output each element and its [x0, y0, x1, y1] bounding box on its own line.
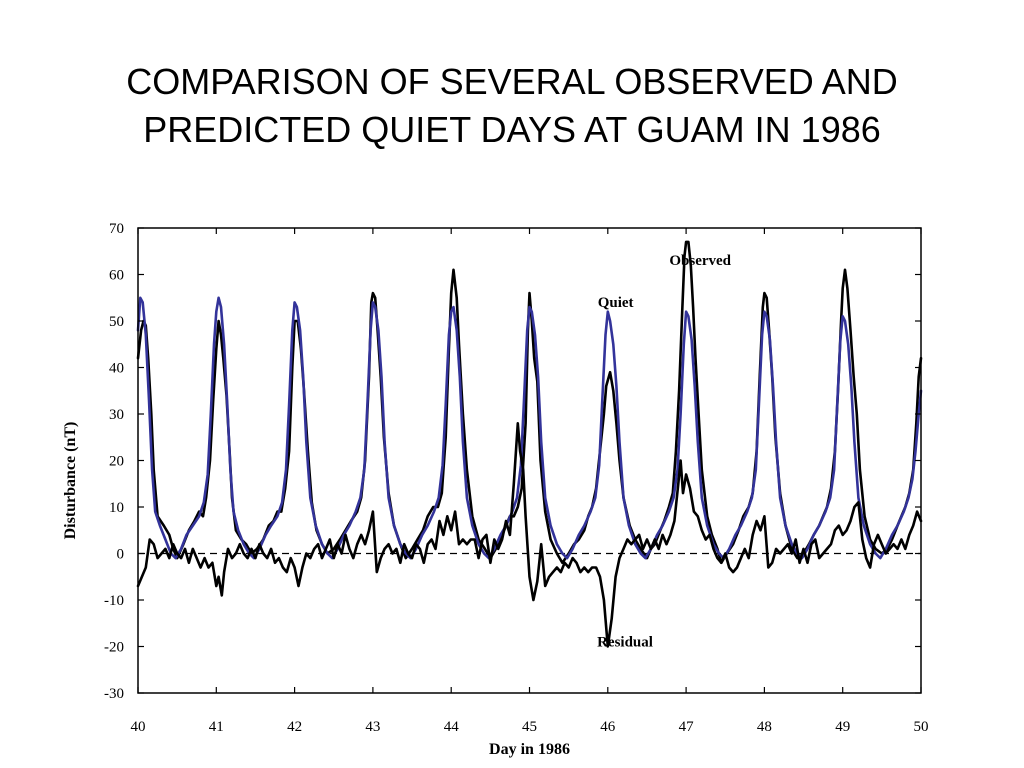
- y-tick-label: -30: [104, 686, 124, 702]
- x-tick-label: 47: [679, 719, 695, 735]
- slide-title: COMPARISON OF SEVERAL OBSERVED AND PREDI…: [0, 58, 1024, 154]
- annotation-quiet: Quiet: [598, 295, 634, 311]
- x-tick-label: 46: [600, 719, 616, 735]
- x-tick-label: 42: [287, 719, 302, 735]
- series-line-quiet: [136, 296, 923, 560]
- y-tick-label: -20: [104, 640, 124, 656]
- y-tick-label: 0: [117, 547, 125, 563]
- x-tick-label: 45: [522, 719, 537, 735]
- y-tick-label: 20: [109, 454, 124, 470]
- slide-title-line-2: PREDICTED QUIET DAYS AT GUAM IN 1986: [143, 109, 881, 150]
- y-tick-label: 40: [109, 361, 124, 377]
- y-axis-title: Disturbance (nT): [62, 422, 79, 540]
- x-tick-label: 48: [757, 719, 772, 735]
- x-axis-title: Day in 1986: [489, 741, 570, 758]
- y-tick-label: 10: [109, 500, 124, 516]
- slide-title-line-1: COMPARISON OF SEVERAL OBSERVED AND: [126, 61, 898, 102]
- annotation-observed: Observed: [669, 253, 731, 269]
- x-tick-label: 40: [131, 719, 146, 735]
- series-layer: [136, 240, 923, 648]
- x-tick-label: 43: [365, 719, 380, 735]
- y-tick-label: 70: [109, 221, 124, 237]
- x-tick-label: 44: [444, 719, 460, 735]
- y-tick-label: -10: [104, 593, 124, 609]
- annotation-residual: Residual: [597, 635, 653, 651]
- x-tick-label: 50: [914, 719, 929, 735]
- y-tick-label: 60: [109, 268, 124, 284]
- labels-layer: -30 -20 -10 0 10 20 30 40 50 60 70 40 41 42 43 44 45 46 47…: [62, 221, 929, 758]
- y-tick-label: 50: [109, 314, 124, 330]
- series-line-residual: [136, 422, 923, 648]
- x-tick-label: 49: [835, 719, 850, 735]
- y-tick-label: 30: [109, 407, 124, 423]
- series-line-observed: [136, 240, 923, 565]
- axes-layer: [137, 227, 922, 694]
- x-tick-label: 41: [209, 719, 224, 735]
